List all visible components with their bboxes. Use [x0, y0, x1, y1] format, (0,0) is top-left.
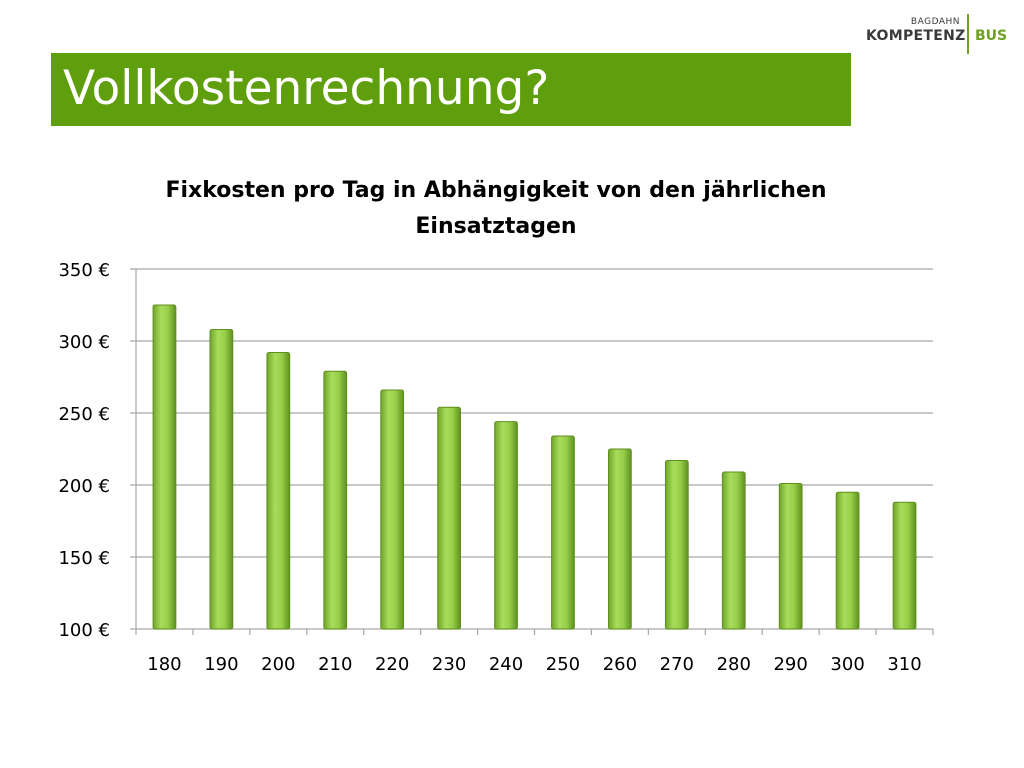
bar-240: [494, 421, 518, 630]
slide-title: Vollkostenrechnung?: [63, 61, 550, 116]
bar-260: [608, 448, 632, 630]
y-tick-label: 350 €: [58, 260, 110, 281]
x-tick-label: 270: [660, 654, 694, 675]
bar-200: [266, 352, 291, 630]
x-tick-label: 290: [773, 654, 807, 675]
chart-title-line-1: Fixkosten pro Tag in Abhängigkeit von de…: [165, 178, 826, 203]
y-tick-label: 100 €: [58, 620, 110, 641]
x-axis: 180 190 200 210 220 230 240 250 260 270 280 290 300 3…: [135, 629, 934, 675]
bar-280: [721, 471, 746, 630]
x-tick-label: 210: [318, 654, 352, 675]
bar-190: [209, 328, 234, 630]
chart-title-line-2: Einsatztagen: [415, 214, 576, 239]
x-tick-label: 190: [204, 654, 238, 675]
chart-gridlines: [130, 268, 933, 630]
x-tick-label: 310: [887, 654, 921, 675]
x-tick-label: 180: [147, 654, 181, 675]
x-tick-label: 200: [261, 654, 295, 675]
y-tick-label: 300 €: [58, 332, 110, 353]
y-tick-label: 250 €: [58, 404, 110, 425]
logo-accent-text: BUS: [975, 28, 1008, 44]
bar-210: [323, 370, 348, 630]
x-tick-label: 250: [546, 654, 580, 675]
y-tick-label: 150 €: [58, 548, 110, 569]
bar-250: [551, 435, 575, 630]
bar-310: [892, 501, 917, 630]
bar-220: [380, 389, 405, 630]
logo-small-text: BAGDAHN: [910, 17, 960, 27]
chart-title: Fixkosten pro Tag in Abhängigkeit von de…: [165, 178, 826, 239]
y-axis: 100 € 150 € 200 € 250 € 300 € 350 €: [58, 260, 137, 641]
bar-300: [835, 491, 860, 630]
x-tick-label: 280: [717, 654, 751, 675]
y-tick-label: 200 €: [58, 476, 110, 497]
logo-main-text: KOMPETENZ: [866, 28, 966, 44]
x-tick-label: 240: [489, 654, 523, 675]
x-tick-label: 260: [603, 654, 637, 675]
x-tick-label: 230: [432, 654, 466, 675]
bar-230: [437, 406, 461, 630]
logo-divider: [967, 14, 969, 54]
bar-270: [664, 460, 689, 630]
company-logo: BAGDAHN KOMPETENZ BUS: [862, 14, 1012, 58]
x-tick-label: 300: [830, 654, 864, 675]
x-tick-label: 220: [375, 654, 409, 675]
chart-bars: [152, 304, 917, 630]
bar-180: [152, 304, 177, 630]
bar-290: [778, 483, 803, 630]
slide-title-bar: Vollkostenrechnung?: [51, 53, 851, 126]
